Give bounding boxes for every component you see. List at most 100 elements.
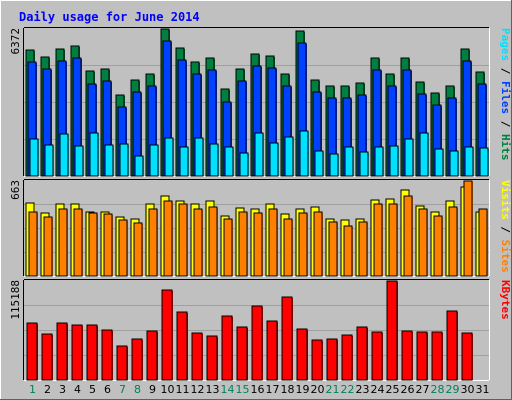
- bar-kbytes: [386, 280, 398, 381]
- legend-separator: /: [499, 114, 512, 134]
- bar-kbytes: [26, 322, 38, 381]
- legend-separator: /: [499, 220, 512, 240]
- bar-kbytes: [281, 296, 293, 381]
- bar-pages: [449, 150, 459, 177]
- bar-sites: [373, 203, 383, 277]
- x-tick-day: 6: [104, 383, 111, 396]
- bar-sites: [298, 212, 308, 277]
- bar-sites: [313, 211, 323, 277]
- legend-usage: Pages / Files / Hits: [499, 28, 512, 161]
- x-tick-day: 12: [191, 383, 205, 396]
- bar-pages: [314, 150, 324, 177]
- bar-pages: [374, 146, 384, 177]
- x-tick-day: 1: [29, 383, 36, 396]
- x-tick-day: 31: [476, 383, 490, 396]
- bar-sites: [358, 221, 368, 277]
- bar-pages: [269, 142, 279, 177]
- bar-kbytes: [266, 320, 278, 381]
- bars-visits: [25, 180, 488, 277]
- panel-visits: 663 Visits / Sites: [9, 179, 512, 277]
- bar-kbytes: [356, 326, 368, 381]
- bar-kbytes: [206, 335, 218, 381]
- bar-kbytes: [116, 345, 128, 381]
- bar-sites: [238, 211, 248, 277]
- x-tick-day: 2: [44, 383, 51, 396]
- bar-kbytes: [41, 333, 53, 381]
- bar-pages: [464, 146, 474, 177]
- bar-sites: [388, 203, 398, 277]
- x-tick-day: 15: [236, 383, 250, 396]
- bar-sites: [178, 203, 188, 277]
- bar-sites: [433, 215, 443, 277]
- bar-pages: [104, 144, 114, 177]
- axis-max-label-usage: 6372: [9, 28, 22, 55]
- bar-pages: [194, 137, 204, 177]
- axis-max-label-kbytes: 115188: [9, 280, 22, 320]
- bar-pages: [164, 137, 174, 177]
- bar-pages: [344, 146, 354, 177]
- bar-sites: [343, 225, 353, 277]
- x-tick-day: 5: [89, 383, 96, 396]
- axis-max-label-visits: 663: [9, 180, 22, 200]
- x-tick-day: 19: [296, 383, 310, 396]
- bar-kbytes: [251, 305, 263, 381]
- x-tick-day: 16: [251, 383, 265, 396]
- legend-pages: Pages: [499, 28, 512, 61]
- chart-title: Daily usage for June 2014: [19, 10, 200, 24]
- bar-sites: [268, 208, 278, 277]
- bar-kbytes: [86, 324, 98, 381]
- x-tick-day: 26: [401, 383, 415, 396]
- bar-sites: [193, 208, 203, 277]
- x-axis-day-labels: 1 2 3 4 5 6 7 8 9 10 11 12 13 14 15 16 17 18 19 20 21 22 23 24 2…: [29, 383, 490, 396]
- bar-pages: [119, 143, 129, 177]
- x-tick-day: 3: [59, 383, 66, 396]
- bar-sites: [253, 212, 263, 277]
- legend-kbytes: KBytes: [499, 280, 512, 320]
- bar-kbytes: [101, 329, 113, 381]
- legend-visits: Visits: [499, 180, 512, 220]
- x-tick-day: 14: [221, 383, 235, 396]
- x-tick-day: 23: [356, 383, 370, 396]
- bar-pages: [479, 147, 489, 177]
- bar-sites: [103, 213, 113, 277]
- x-tick-day: 11: [176, 383, 190, 396]
- x-tick-day: 17: [266, 383, 280, 396]
- bar-sites: [208, 206, 218, 277]
- bar-kbytes: [416, 331, 428, 381]
- legend-visits: Visits / Sites: [499, 180, 512, 273]
- bar-sites: [118, 219, 128, 277]
- x-tick-day: 13: [206, 383, 220, 396]
- bar-pages: [59, 133, 69, 177]
- bar-kbytes: [446, 310, 458, 381]
- bar-kbytes: [131, 338, 143, 381]
- legend-sites: Sites: [499, 240, 512, 273]
- bar-sites: [403, 195, 413, 277]
- bar-kbytes: [311, 339, 323, 381]
- x-tick-day: 22: [341, 383, 355, 396]
- bar-kbytes: [176, 311, 188, 381]
- bar-sites: [43, 216, 53, 277]
- legend-separator: /: [499, 61, 512, 81]
- bar-pages: [29, 138, 39, 177]
- legend-hits: Hits: [499, 134, 512, 161]
- bar-sites: [88, 212, 98, 277]
- bar-kbytes: [341, 334, 353, 381]
- x-tick-day: 9: [149, 383, 156, 396]
- bar-kbytes: [371, 331, 383, 381]
- bar-pages: [404, 138, 414, 177]
- bar-pages: [44, 144, 54, 177]
- bar-pages: [89, 132, 99, 177]
- bar-pages: [239, 152, 249, 177]
- bar-sites: [328, 221, 338, 277]
- bar-sites: [58, 208, 68, 277]
- bar-sites: [28, 211, 38, 277]
- bar-sites: [73, 208, 83, 277]
- x-tick-day: 18: [281, 383, 295, 396]
- x-tick-day: 20: [311, 383, 325, 396]
- x-tick-day: 4: [74, 383, 81, 396]
- bar-pages: [74, 145, 84, 177]
- bar-pages: [299, 130, 309, 177]
- bar-kbytes: [161, 289, 173, 381]
- x-tick-day: 27: [416, 383, 430, 396]
